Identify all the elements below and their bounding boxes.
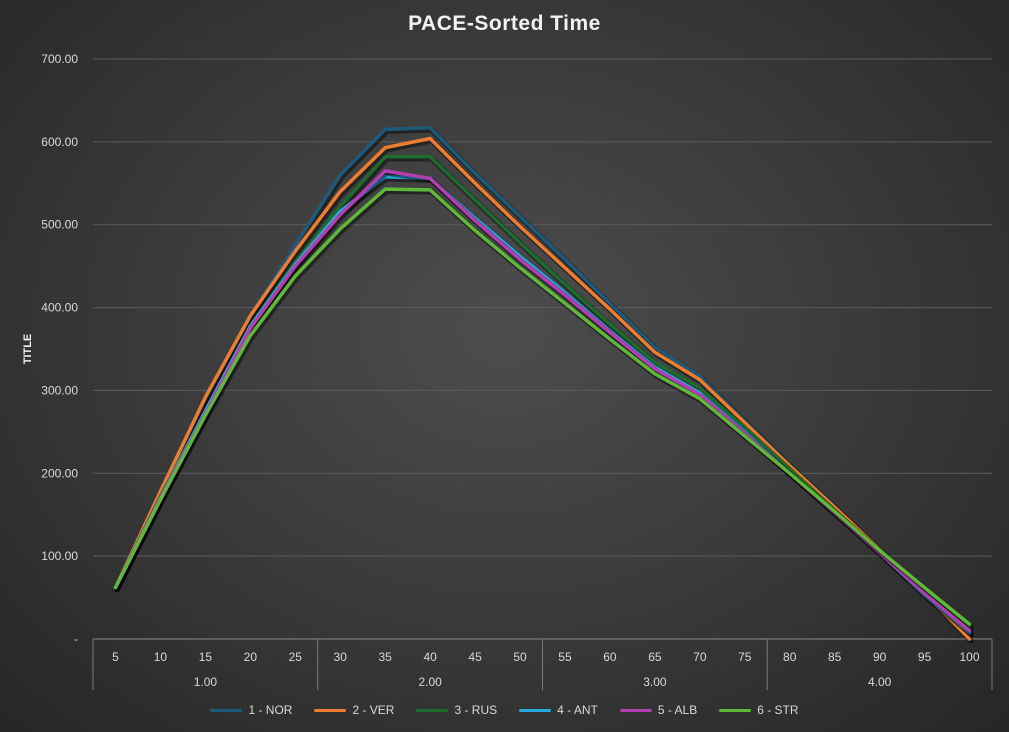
y-tick-label: 300.00 (41, 383, 78, 397)
x-tick-label: 15 (199, 650, 213, 664)
x-tick-label: 10 (154, 650, 168, 664)
legend-swatch (210, 708, 243, 712)
legend-swatch (314, 708, 347, 712)
x-tick-label: 95 (918, 650, 932, 664)
x-tick-label: 5 (112, 650, 119, 664)
legend-label: 4 - ANT (557, 703, 598, 717)
series-line-shadow (114, 188, 974, 629)
x-tick-label: 70 (693, 650, 707, 664)
legend-item: 3 - RUS (416, 703, 497, 717)
x-tick-label: 80 (783, 650, 797, 664)
group-label: 4.00 (868, 675, 892, 689)
legend-item: 2 - VER (314, 703, 394, 717)
legend-item: 5 - ALB (619, 703, 698, 717)
group-label: 1.00 (194, 675, 218, 689)
legend-label: 6 - STR (757, 703, 799, 717)
series-line-1 (113, 126, 972, 636)
legend-swatch (619, 708, 652, 712)
y-tick-label: 200.00 (41, 466, 78, 480)
legend-swatch (719, 708, 752, 712)
legend-label: 3 - RUS (454, 703, 498, 717)
x-tick-label: 20 (244, 650, 258, 664)
y-tick-label: 400.00 (41, 301, 78, 315)
y-tick-label: 100.00 (41, 549, 78, 563)
group-label: 3.00 (643, 675, 667, 689)
chart-title: PACE-Sorted Time (408, 12, 601, 35)
legend-swatch (416, 708, 449, 712)
legend: 1 - NOR 2 - VER 3 - RUS 4 - ANT 5 - ALB 6 - S… (0, 703, 1009, 717)
series-line-3 (113, 155, 972, 630)
x-tick-label: 30 (334, 650, 348, 664)
y-tick-label: 600.00 (41, 135, 78, 149)
x-tick-label: 45 (468, 650, 482, 664)
x-tick-label: 55 (558, 650, 572, 664)
x-tick-label: 85 (828, 650, 842, 664)
legend-item: 6 - STR (719, 703, 799, 717)
legend-swatch (519, 708, 552, 712)
x-tick-label: 75 (738, 650, 752, 664)
legend-label: 2 - VER (352, 703, 395, 717)
legend-label: 5 - ALB (657, 703, 698, 717)
legend-item: 1 - NOR (210, 703, 292, 717)
x-tick-label: 60 (603, 650, 617, 664)
series-line-2 (113, 136, 972, 641)
x-tick-label: 65 (648, 650, 662, 664)
x-tick-label: 100 (960, 650, 980, 664)
x-tick-label: 35 (378, 650, 392, 664)
plot-area: - 100.00 200.00 300.00 400.00 500.00 600.00 700… (41, 52, 993, 690)
legend-item: 4 - ANT (519, 703, 598, 717)
y-tick-label: - (74, 632, 78, 646)
series-line-shadow (114, 156, 974, 633)
legend-label: 1 - NOR (248, 703, 293, 717)
y-tick-label: 700.00 (41, 52, 78, 66)
x-tick-label: 50 (513, 650, 527, 664)
group-label: 2.00 (418, 675, 442, 689)
x-tick-label: 40 (423, 650, 437, 664)
series-line-6 (113, 187, 972, 626)
y-tick-label: 500.00 (41, 218, 78, 232)
x-tick-label: 90 (873, 650, 887, 664)
x-tick-label: 25 (289, 650, 303, 664)
series-line-shadow (114, 127, 974, 639)
